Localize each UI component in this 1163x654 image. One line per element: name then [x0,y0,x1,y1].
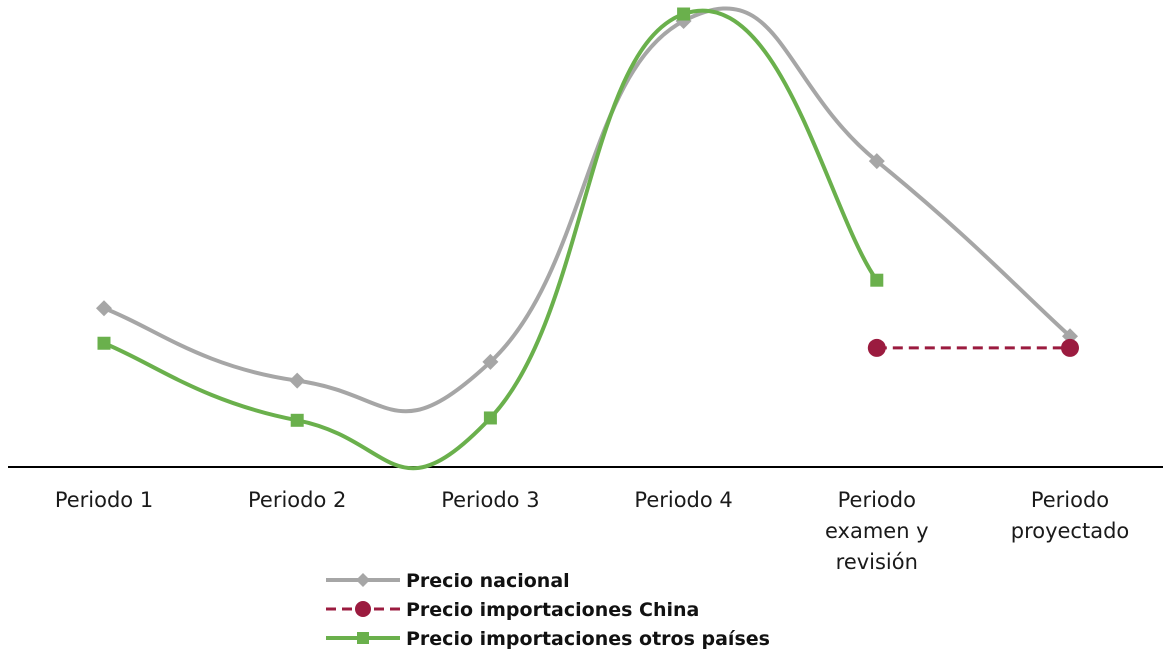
x-tick-label-3: Periodo 4 [634,488,732,512]
x-tick-label-1: Periodo 2 [248,488,346,512]
series-layer [96,6,1079,471]
legend-marker-1 [355,601,371,617]
legend-marker-2 [357,632,369,644]
x-tick-label-2: Periodo 3 [441,488,539,512]
legend-label-1: Precio importaciones China [406,599,699,621]
x-tick-labels: Periodo 1 Periodo 2 Periodo 3 Periodo 4 Peri… [55,488,1129,574]
x-tick-label-0: Periodo 1 [55,488,153,512]
series-2-point-1 [290,413,304,427]
legend-label-0: Precio nacional [406,570,570,592]
x-tick-label-5: Periodo proyectado [1011,488,1130,543]
series-0-point-0 [96,300,112,317]
series-0-point-4 [868,153,885,170]
series-2 [97,7,884,471]
series-1-point-4 [867,338,886,357]
series-1 [867,338,1079,357]
legend: Precio nacional Precio importaciones Chin… [326,570,770,650]
series-0-point-1 [289,372,306,389]
series-2-point-2 [483,411,497,425]
series-0-point-3 [675,13,692,30]
legend-item-0: Precio nacional [326,570,570,592]
x-tick-label-4: Periodo examen y revisión [825,488,929,574]
series-2-point-4 [870,273,884,287]
legend-label-2: Precio importaciones otros países [406,628,770,650]
series-1-point-5 [1061,338,1079,357]
series-2-point-3 [677,7,691,21]
series-2-point-0 [97,336,111,350]
legend-item-2: Precio importaciones otros países [326,628,770,650]
legend-marker-0 [356,573,370,587]
series-0-line [103,6,1072,414]
series-0-point-2 [482,353,499,370]
series-0 [96,6,1078,414]
legend-item-1: Precio importaciones China [326,599,699,621]
series-2-line [103,8,879,471]
